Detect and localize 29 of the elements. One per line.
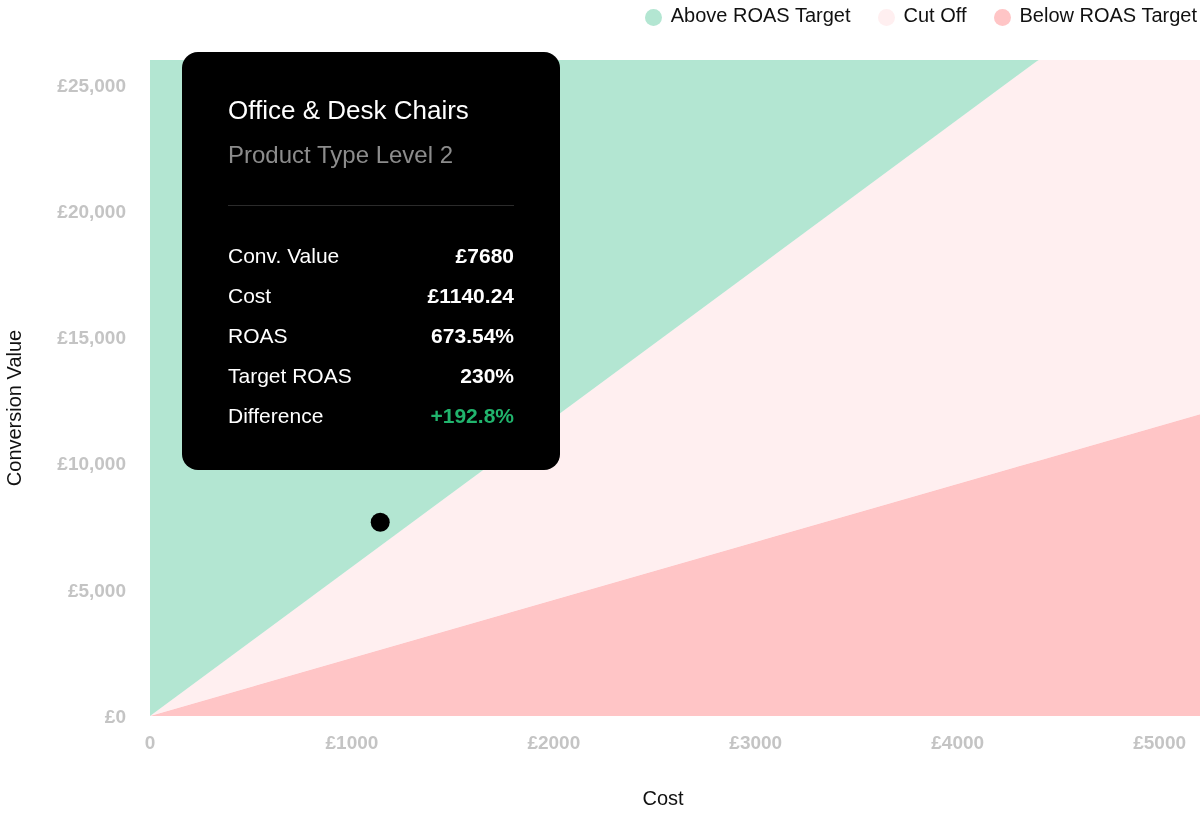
x-tick-label: 0 <box>144 732 156 754</box>
legend-label: Cut Off <box>903 4 967 26</box>
legend-label: Above ROAS Target <box>670 4 851 26</box>
annotation: 673.54% <box>431 324 514 347</box>
x-tick-label: £3000 <box>729 732 783 754</box>
annotation: £7680 <box>455 244 514 267</box>
annotation: +192.8% <box>430 404 514 427</box>
annotation: 230% <box>460 364 514 387</box>
annotation: Difference <box>228 404 324 427</box>
y-tick-label: £5,000 <box>67 579 126 601</box>
annotation: Cost <box>228 284 272 307</box>
annotation: £1140.24 <box>427 284 514 307</box>
annotation: Office & Desk Chairs <box>228 95 469 125</box>
annotation: ROAS <box>228 324 288 347</box>
x-axis-title: Cost <box>642 787 684 809</box>
y-tick-label: £0 <box>104 705 126 727</box>
y-tick-label: £15,000 <box>57 327 126 349</box>
x-tick-label: £4000 <box>931 732 985 754</box>
y-tick-label: £10,000 <box>57 453 126 475</box>
y-tick-label: £25,000 <box>57 74 126 96</box>
x-tick-label: £1000 <box>325 732 379 754</box>
legend-label: Below ROAS Target <box>1019 4 1197 26</box>
annotation: Conv. Value <box>228 244 340 267</box>
x-tick-label: £2000 <box>527 732 581 754</box>
annotation: Target ROAS <box>228 364 352 387</box>
x-tick-label: £5000 <box>1133 732 1187 754</box>
annotation: Product Type Level 2 <box>228 141 454 168</box>
y-tick-label: £20,000 <box>57 201 126 223</box>
y-axis-title: Conversion Value <box>3 329 25 487</box>
